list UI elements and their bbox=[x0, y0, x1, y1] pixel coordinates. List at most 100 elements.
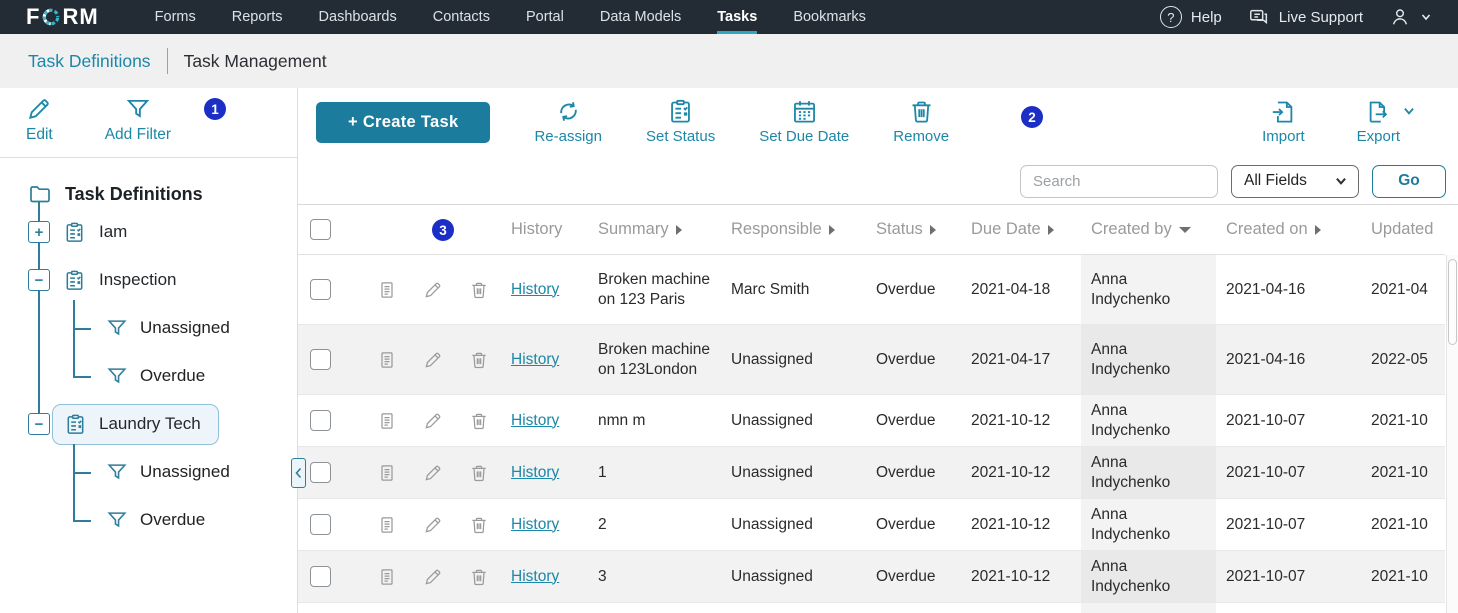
main-panel: + Create Task Re-assign Set Status bbox=[298, 88, 1458, 613]
import-button[interactable]: Import bbox=[1262, 98, 1305, 145]
live-support-label: Live Support bbox=[1278, 8, 1363, 26]
export-button[interactable]: Export bbox=[1357, 98, 1416, 145]
scrollbar-thumb[interactable] bbox=[1448, 259, 1457, 345]
delete-trash-icon[interactable] bbox=[469, 411, 489, 431]
nav-item-contacts[interactable]: Contacts bbox=[432, 9, 490, 25]
history-link[interactable]: History bbox=[511, 280, 560, 298]
breadcrumb-task-definitions[interactable]: Task Definitions bbox=[28, 50, 151, 71]
tree-filter-overdue[interactable]: Overdue bbox=[28, 496, 297, 544]
cell-created-on: 2021-10-07 bbox=[1226, 411, 1306, 429]
expand-plus-button[interactable]: + bbox=[28, 221, 50, 243]
delete-trash-icon[interactable] bbox=[469, 350, 489, 370]
funnel-icon bbox=[107, 512, 127, 528]
document-icon[interactable] bbox=[377, 411, 397, 431]
search-input[interactable] bbox=[1020, 164, 1218, 198]
form-logo[interactable]: F RM bbox=[26, 4, 99, 30]
cell-responsible: Unassigned bbox=[731, 567, 813, 585]
nav-item-reports[interactable]: Reports bbox=[231, 9, 283, 25]
bulk-actions: Re-assign Set Status Set Due Date bbox=[534, 98, 949, 145]
edit-pencil-icon[interactable] bbox=[423, 515, 443, 535]
add-filter-button[interactable]: Add Filter bbox=[105, 96, 171, 144]
document-icon[interactable] bbox=[377, 515, 397, 535]
history-link[interactable]: History bbox=[511, 567, 560, 585]
nav-item-bookmarks[interactable]: Bookmarks bbox=[793, 9, 866, 25]
field-selector[interactable]: All Fields bbox=[1231, 164, 1359, 198]
history-link[interactable]: History bbox=[511, 411, 560, 429]
document-icon[interactable] bbox=[377, 567, 397, 587]
sidebar-collapse-button[interactable] bbox=[291, 458, 306, 488]
tree-root-task-definitions[interactable]: Task Definitions bbox=[28, 182, 297, 206]
go-button[interactable]: Go bbox=[1372, 164, 1446, 198]
row-checkbox[interactable] bbox=[310, 566, 331, 587]
edit-pencil-icon[interactable] bbox=[423, 411, 443, 431]
nav-item-dashboards[interactable]: Dashboards bbox=[318, 9, 397, 25]
column-header-created-by[interactable]: Created by bbox=[1081, 205, 1216, 254]
column-header-responsible[interactable]: Responsible bbox=[721, 220, 866, 239]
cell-due-date: 2021-04-17 bbox=[971, 350, 1051, 368]
nav-item-portal[interactable]: Portal bbox=[525, 9, 564, 25]
row-checkbox[interactable] bbox=[310, 279, 331, 300]
delete-trash-icon[interactable] bbox=[469, 567, 489, 587]
cell-responsible: Marc Smith bbox=[731, 280, 810, 298]
vertical-scrollbar[interactable] bbox=[1446, 255, 1458, 613]
document-icon[interactable] bbox=[377, 350, 397, 370]
nav-item-forms[interactable]: Forms bbox=[154, 9, 196, 25]
cell-updated: 2021-10 bbox=[1371, 463, 1428, 481]
collapse-minus-button[interactable]: − bbox=[28, 269, 50, 291]
row-checkbox[interactable] bbox=[310, 349, 331, 370]
edit-button[interactable]: Edit bbox=[26, 96, 53, 144]
row-checkbox[interactable] bbox=[310, 462, 331, 483]
delete-trash-icon[interactable] bbox=[469, 463, 489, 483]
delete-trash-icon[interactable] bbox=[469, 280, 489, 300]
chevron-down-icon bbox=[1336, 177, 1346, 185]
tree-filter-unassigned[interactable]: Unassigned bbox=[28, 304, 297, 352]
document-icon[interactable] bbox=[377, 280, 397, 300]
edit-pencil-icon[interactable] bbox=[423, 463, 443, 483]
row-checkbox[interactable] bbox=[310, 514, 331, 535]
edit-pencil-icon[interactable] bbox=[423, 567, 443, 587]
remove-button[interactable]: Remove bbox=[893, 98, 949, 145]
add-filter-label: Add Filter bbox=[104, 126, 172, 143]
tree-item-selected[interactable]: Laundry Tech bbox=[52, 403, 219, 445]
history-link[interactable]: History bbox=[511, 515, 560, 533]
create-task-button[interactable]: + Create Task bbox=[316, 102, 491, 143]
live-support-button[interactable]: Live Support bbox=[1248, 6, 1363, 28]
edit-pencil-icon[interactable] bbox=[423, 280, 443, 300]
tree-filter-unassigned[interactable]: Unassigned bbox=[28, 448, 297, 496]
set-status-label: Set Status bbox=[645, 128, 716, 145]
profile-menu[interactable] bbox=[1389, 6, 1432, 28]
row-checkbox[interactable] bbox=[310, 410, 331, 431]
column-header-created-on[interactable]: Created on bbox=[1216, 220, 1361, 239]
delete-trash-icon[interactable] bbox=[469, 515, 489, 535]
task-definition-icon bbox=[66, 222, 83, 242]
nav-item-tasks[interactable]: Tasks bbox=[717, 0, 758, 34]
topnav-right: ? Help Live Support bbox=[1159, 6, 1432, 28]
column-header-status[interactable]: Status bbox=[866, 220, 961, 239]
table-row: History 2 Unassigned Overdue 2021-10-12 … bbox=[298, 499, 1445, 551]
column-header-updated[interactable]: Updated bbox=[1371, 220, 1434, 238]
history-link[interactable]: History bbox=[511, 463, 560, 481]
nav-item-data-models[interactable]: Data Models bbox=[599, 9, 682, 25]
cell-responsible: Unassigned bbox=[731, 463, 813, 481]
folder-icon bbox=[30, 186, 50, 203]
help-button[interactable]: ? Help bbox=[1159, 6, 1222, 28]
column-header-due-date[interactable]: Due Date bbox=[961, 220, 1081, 239]
table-row-partial bbox=[298, 603, 1445, 613]
cell-responsible: Unassigned bbox=[731, 350, 813, 368]
set-due-date-button[interactable]: Set Due Date bbox=[759, 98, 849, 145]
collapse-minus-button[interactable]: − bbox=[28, 413, 50, 435]
tree-item-label[interactable]: Iam bbox=[99, 222, 128, 241]
field-selector-value: All Fields bbox=[1244, 172, 1307, 189]
set-status-button[interactable]: Set Status bbox=[646, 98, 715, 145]
history-link[interactable]: History bbox=[511, 350, 560, 368]
help-icon: ? bbox=[1159, 6, 1182, 28]
tree-filter-overdue[interactable]: Overdue bbox=[28, 352, 297, 400]
cell-updated: 2021-10 bbox=[1371, 567, 1428, 585]
edit-pencil-icon[interactable] bbox=[423, 350, 443, 370]
reassign-button[interactable]: Re-assign bbox=[534, 98, 602, 145]
column-header-summary[interactable]: Summary bbox=[588, 220, 721, 239]
search-row: All Fields Go bbox=[298, 158, 1458, 205]
document-icon[interactable] bbox=[377, 463, 397, 483]
select-all-checkbox[interactable] bbox=[310, 219, 331, 240]
tree-item-label[interactable]: Inspection bbox=[99, 270, 177, 289]
